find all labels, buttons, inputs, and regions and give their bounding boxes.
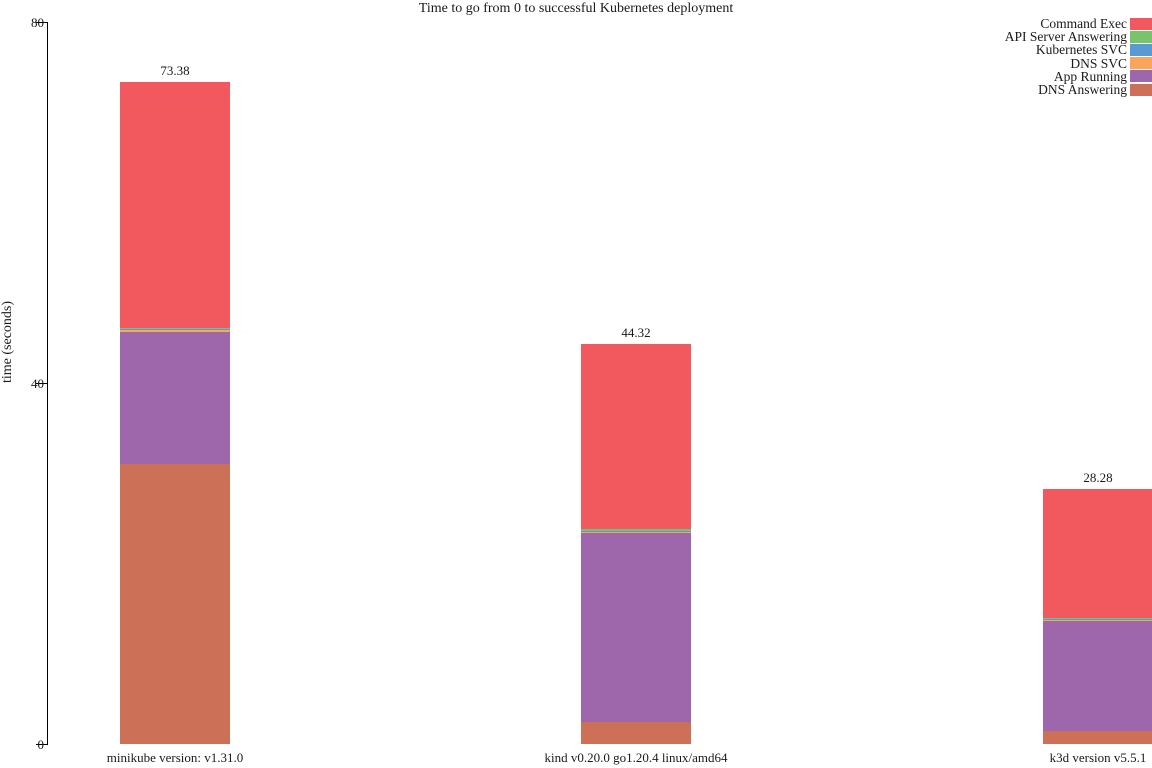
bar-segment-app-running bbox=[1043, 621, 1152, 732]
x-tick-label: k3d version v5.5.1 bbox=[1049, 750, 1147, 765]
bar-segment-command-exec bbox=[581, 344, 691, 530]
bar-segment-kubernetes-svc bbox=[581, 530, 691, 532]
bar-segment-api-server-answering bbox=[581, 529, 691, 531]
legend-swatch bbox=[1130, 43, 1152, 56]
legend-swatch bbox=[1130, 83, 1152, 96]
legend-label: App Running bbox=[1053, 68, 1127, 84]
legend-row: API Server Answering bbox=[1004, 29, 1152, 45]
legend-swatch bbox=[1130, 30, 1152, 43]
bar-total-label: 28.28 bbox=[1083, 469, 1113, 485]
y-tick-mark bbox=[36, 744, 48, 745]
legend-row: DNS SVC bbox=[1005, 55, 1152, 71]
bar-segment-kubernetes-svc bbox=[120, 329, 230, 331]
legend-row: App Running bbox=[1005, 70, 1152, 83]
bar-segment-dns-answering bbox=[120, 464, 230, 744]
bar-segment-command-exec bbox=[120, 81, 230, 328]
y-axis-label: time (seconds) bbox=[0, 300, 15, 383]
y-tick-label: 0 bbox=[37, 737, 45, 752]
bar-segment-dns-answering bbox=[1043, 731, 1152, 744]
x-tick-label: kind v0.20.0 go1.20.4 linux/amd64 bbox=[544, 750, 728, 765]
y-tick-label: 80 bbox=[31, 15, 44, 30]
legend-label: API Server Answering bbox=[1004, 29, 1127, 45]
legend-label: Kubernetes SVC bbox=[1035, 42, 1127, 58]
legend: Command Exec API Server Answering Kubernet… bbox=[1005, 17, 1152, 96]
stacked-bar: 73.38 bbox=[120, 64, 230, 744]
x-tick-label: minikube version: v1.31.0 bbox=[106, 750, 244, 765]
bar-segment-app-running bbox=[581, 532, 691, 723]
bar-segment-command-exec bbox=[1043, 488, 1152, 618]
legend-swatch bbox=[1130, 57, 1152, 70]
y-tick-mark bbox=[36, 22, 48, 23]
bar-segment-app-running bbox=[120, 331, 230, 465]
bar-segment-kubernetes-svc bbox=[1043, 619, 1152, 620]
bar-segment-api-server-answering bbox=[120, 327, 230, 330]
y-tick-label: 40 bbox=[31, 376, 44, 391]
bar-segment-dns-svc bbox=[120, 330, 230, 332]
bar-segment-dns-svc bbox=[1043, 619, 1152, 622]
bar-segment-dns-answering bbox=[581, 722, 691, 744]
stacked-bar: 44.32 bbox=[581, 326, 691, 744]
legend-row: Kubernetes SVC bbox=[1005, 42, 1152, 58]
legend-label: Command Exec bbox=[1040, 16, 1127, 32]
y-tick-mark bbox=[36, 383, 48, 384]
legend-swatch bbox=[1130, 70, 1152, 83]
chart-title: Time to go from 0 to successful Kubernet… bbox=[418, 1, 734, 16]
bar-total-label: 73.38 bbox=[160, 62, 190, 78]
bar-segment-dns-svc bbox=[581, 531, 691, 533]
legend-label: DNS SVC bbox=[1070, 55, 1127, 71]
stacked-bar: 28.28 bbox=[1043, 471, 1152, 744]
legend-label: DNS Answering bbox=[1038, 82, 1127, 98]
bar-total-label: 44.32 bbox=[621, 325, 651, 341]
legend-row: Command Exec bbox=[1005, 17, 1152, 30]
bar-segment-api-server-answering bbox=[1043, 617, 1152, 620]
legend-row: DNS Answering bbox=[1005, 83, 1152, 96]
legend-swatch bbox=[1130, 17, 1152, 30]
